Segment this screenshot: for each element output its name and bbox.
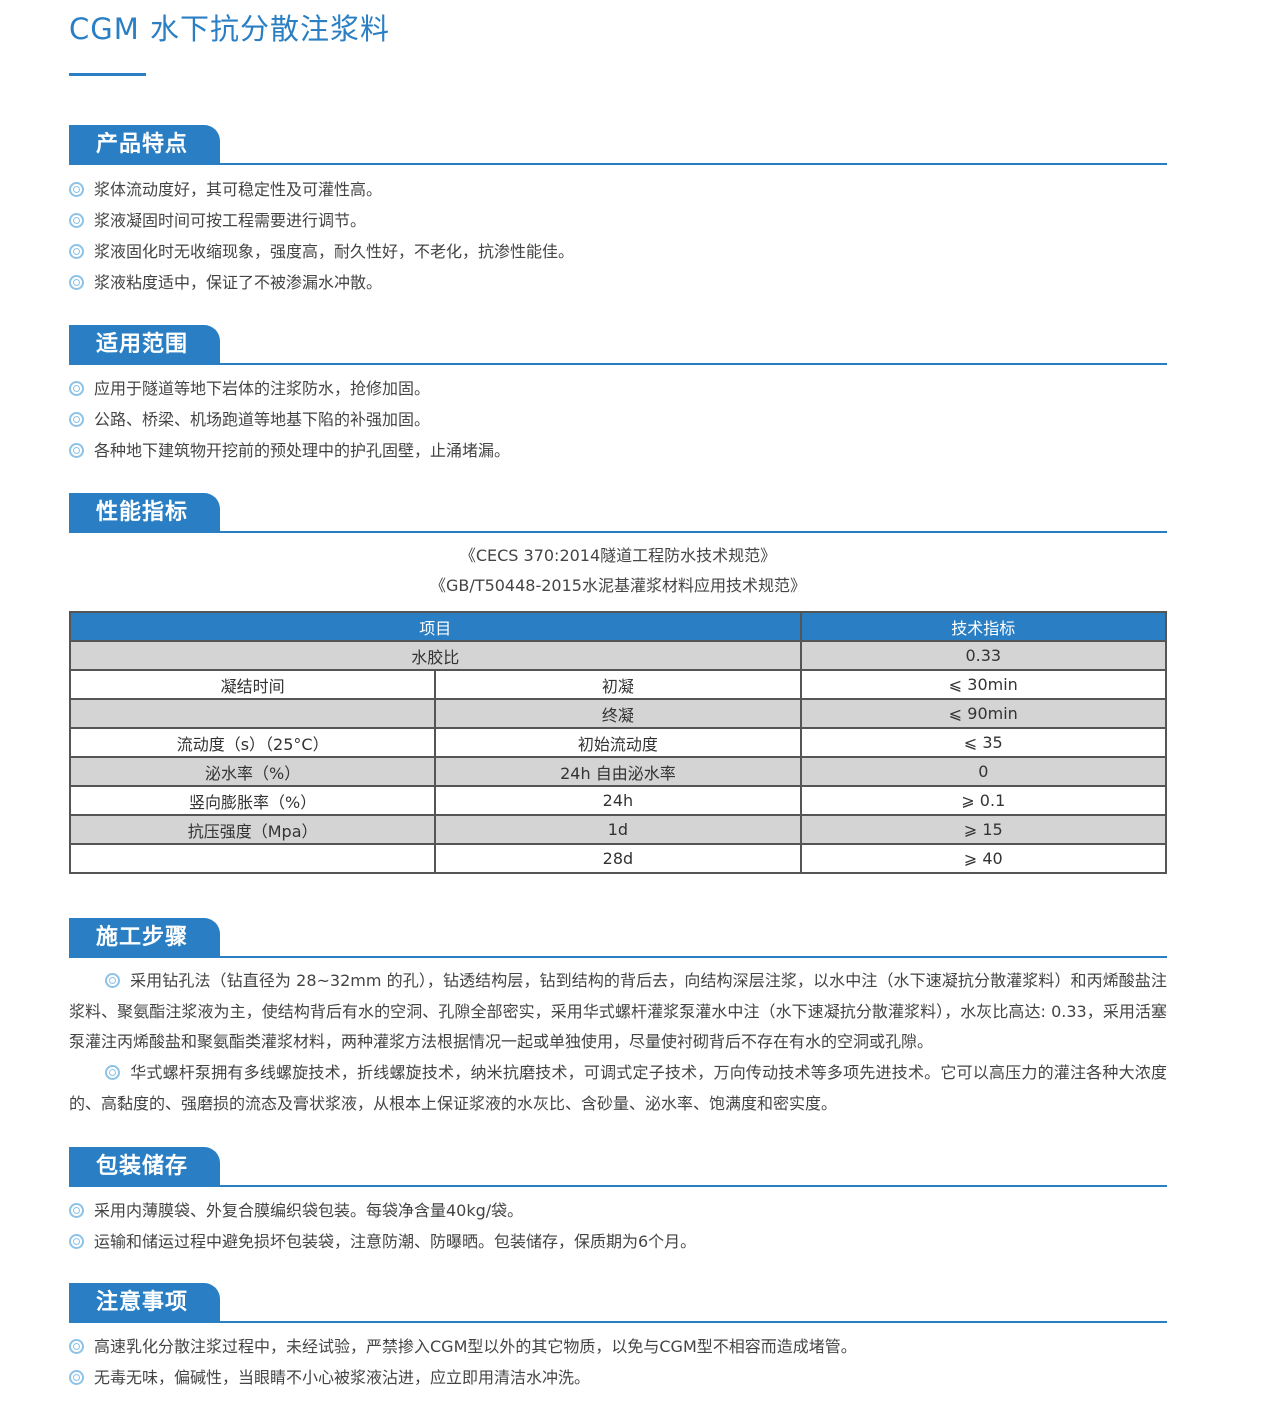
- performance-table: 项目 技术指标 水胶比 0.33 凝结时间 初凝 ⩽ 30min 终凝 ⩽ 90min 流…: [68, 611, 1168, 874]
- list-item: 采用内薄膜袋、外复合膜编织袋包装。每袋净含量40kg/袋。: [69, 1195, 1167, 1226]
- page-title: CGM 水下抗分散注浆料: [69, 12, 390, 46]
- section-tab: 施工步骤: [69, 918, 220, 956]
- circle-bullet-icon: [69, 1234, 84, 1249]
- cell-sub: 1d: [434, 814, 802, 845]
- cell-value: ⩽ 30min: [799, 669, 1168, 700]
- cell-sub: 28d: [434, 843, 802, 874]
- cell-item: 竖向膨胀率（%）: [68, 785, 437, 816]
- list-item: 无毒无味，偏碱性，当眼睛不小心被浆液沾进，应立即用清洁水冲洗。: [69, 1362, 1167, 1393]
- section-header: 注意事项: [69, 1281, 1167, 1323]
- item-text: 各种地下建筑物开挖前的预处理中的护孔固壁，止涌堵漏。: [94, 441, 511, 460]
- cell-sub: 初始流动度: [434, 727, 802, 758]
- table-row: 流动度（s）（25°C） 初始流动度 ⩽ 35: [68, 727, 1168, 758]
- item-text: 运输和储运过程中避免损坏包装袋，注意防潮、防曝晒。包装储存，保质期为6个月。: [94, 1232, 697, 1251]
- cell-item: [68, 843, 437, 874]
- circle-bullet-icon: [69, 213, 84, 228]
- item-text: 应用于隧道等地下岩体的注浆防水，抢修加固。: [94, 379, 431, 398]
- circle-bullet-icon: [69, 443, 84, 458]
- circle-bullet-icon: [105, 1065, 120, 1081]
- item-text: 浆液凝固时间可按工程需要进行调节。: [94, 211, 367, 230]
- cell-value: ⩾ 15: [799, 814, 1168, 845]
- cell-sub: 终凝: [434, 698, 802, 729]
- paragraph: 采用钻孔法（钻直径为 28~32mm 的孔），钻透结构层，钻到结构的背后去，向结…: [69, 966, 1167, 1058]
- list-item: 浆液粘度适中，保证了不被渗漏水冲散。: [69, 267, 1167, 298]
- circle-bullet-icon: [105, 973, 120, 988]
- table-row: 竖向膨胀率（%） 24h ⩾ 0.1: [68, 785, 1168, 816]
- section-header: 产品特点: [69, 123, 1167, 165]
- circle-bullet-icon: [69, 244, 84, 259]
- standard-reference: 《GB/T50448-2015水泥基灌浆材料应用技术规范》: [430, 576, 806, 595]
- cell-item: 水胶比: [69, 640, 802, 671]
- list-item: 公路、桥梁、机场跑道等地基下陷的补强加固。: [69, 404, 1167, 435]
- cell-sub: 24h 自由泌水率: [434, 756, 802, 787]
- section-construction: 施工步骤 采用钻孔法（钻直径为 28~32mm 的孔），钻透结构层，钻到结构的背…: [69, 916, 1167, 1120]
- item-text: 浆液固化时无收缩现象，强度高，耐久性好，不老化，抗渗性能佳。: [94, 242, 575, 261]
- section-tab: 适用范围: [69, 325, 220, 363]
- list-item: 各种地下建筑物开挖前的预处理中的护孔固壁，止涌堵漏。: [69, 435, 1167, 466]
- section-packaging: 包装储存 采用内薄膜袋、外复合膜编织袋包装。每袋净含量40kg/袋。 运输和储运…: [69, 1145, 1167, 1257]
- section-header: 包装储存: [69, 1145, 1167, 1187]
- cell-value: ⩽ 35: [799, 727, 1168, 758]
- cell-sub: 初凝: [434, 669, 802, 700]
- cell-value: ⩾ 0.1: [799, 785, 1168, 816]
- circle-bullet-icon: [69, 182, 84, 197]
- section-header: 性能指标: [69, 491, 1167, 533]
- circle-bullet-icon: [69, 1339, 84, 1354]
- item-text: 高速乳化分散注浆过程中，未经试验，严禁掺入CGM型以外的其它物质，以免与CGM型…: [94, 1337, 857, 1356]
- list-item: 运输和储运过程中避免损坏包装袋，注意防潮、防曝晒。包装储存，保质期为6个月。: [69, 1226, 1167, 1257]
- section-notes: 注意事项 高速乳化分散注浆过程中，未经试验，严禁掺入CGM型以外的其它物质，以免…: [69, 1281, 1167, 1393]
- section-tab: 包装储存: [69, 1147, 220, 1185]
- circle-bullet-icon: [69, 1203, 84, 1218]
- cell-value: 0: [799, 756, 1168, 787]
- section-performance: 性能指标 《CECS 370:2014隧道工程防水技术规范》 《GB/T5044…: [68, 491, 1168, 874]
- table-row: 终凝 ⩽ 90min: [68, 698, 1168, 729]
- cell-value: ⩾ 40: [799, 843, 1168, 874]
- paragraph: 华式螺杆泵拥有多线螺旋技术，折线螺旋技术，纳米抗磨技术，可调式定子技术，万向传动…: [69, 1058, 1167, 1119]
- table-row: 泌水率（%） 24h 自由泌水率 0: [68, 756, 1168, 787]
- table-row: 凝结时间 初凝 ⩽ 30min: [68, 669, 1168, 700]
- list-item: 浆液凝固时间可按工程需要进行调节。: [69, 205, 1167, 236]
- section-header: 施工步骤: [69, 916, 1167, 958]
- list-item: 应用于隧道等地下岩体的注浆防水，抢修加固。: [69, 373, 1167, 404]
- item-text: 无毒无味，偏碱性，当眼睛不小心被浆液沾进，应立即用清洁水冲洗。: [94, 1368, 591, 1387]
- section-tab: 产品特点: [69, 125, 220, 163]
- table-row: 抗压强度（Mpa） 1d ⩾ 15: [68, 814, 1168, 845]
- table-row: 28d ⩾ 40: [68, 843, 1168, 874]
- cell-sub: 24h: [434, 785, 802, 816]
- item-text: 浆液粘度适中，保证了不被渗漏水冲散。: [94, 273, 383, 292]
- section-scope: 适用范围 应用于隧道等地下岩体的注浆防水，抢修加固。 公路、桥梁、机场跑道等地基…: [69, 323, 1167, 466]
- list-item: 浆体流动度好，其可稳定性及可灌性高。: [69, 174, 1167, 205]
- cell-item: 凝结时间: [68, 669, 437, 700]
- table-row: 水胶比 0.33: [69, 640, 1168, 671]
- cell-item: 抗压强度（Mpa）: [68, 814, 437, 845]
- cell-item: 泌水率（%）: [68, 756, 437, 787]
- section-header: 适用范围: [69, 323, 1167, 365]
- circle-bullet-icon: [69, 275, 84, 290]
- item-text: 浆体流动度好，其可稳定性及可灌性高。: [94, 180, 383, 199]
- table-header: 技术指标: [799, 611, 1168, 642]
- section-features: 产品特点 浆体流动度好，其可稳定性及可灌性高。 浆液凝固时间可按工程需要进行调节…: [69, 123, 1167, 298]
- list-item: 高速乳化分散注浆过程中，未经试验，严禁掺入CGM型以外的其它物质，以免与CGM型…: [69, 1331, 1167, 1362]
- section-tab: 注意事项: [69, 1283, 220, 1321]
- table-header: 项目: [69, 611, 802, 642]
- paragraph-text: 采用钻孔法（钻直径为 28~32mm 的孔），钻透结构层，钻到结构的背后去，向结…: [69, 971, 1167, 1052]
- cell-value: ⩽ 90min: [799, 698, 1168, 729]
- circle-bullet-icon: [69, 381, 84, 396]
- circle-bullet-icon: [69, 1370, 84, 1385]
- item-text: 公路、桥梁、机场跑道等地基下陷的补强加固。: [94, 410, 431, 429]
- cell-item: [68, 698, 437, 729]
- title-underline: [69, 73, 146, 76]
- item-text: 采用内薄膜袋、外复合膜编织袋包装。每袋净含量40kg/袋。: [94, 1201, 524, 1220]
- paragraph-text: 华式螺杆泵拥有多线螺旋技术，折线螺旋技术，纳米抗磨技术，可调式定子技术，万向传动…: [69, 1063, 1167, 1113]
- cell-item: 流动度（s）（25°C）: [68, 727, 437, 758]
- list-item: 浆液固化时无收缩现象，强度高，耐久性好，不老化，抗渗性能佳。: [69, 236, 1167, 267]
- circle-bullet-icon: [69, 412, 84, 427]
- section-tab: 性能指标: [69, 493, 220, 531]
- cell-value: 0.33: [799, 640, 1168, 671]
- standard-reference: 《CECS 370:2014隧道工程防水技术规范》: [459, 546, 777, 565]
